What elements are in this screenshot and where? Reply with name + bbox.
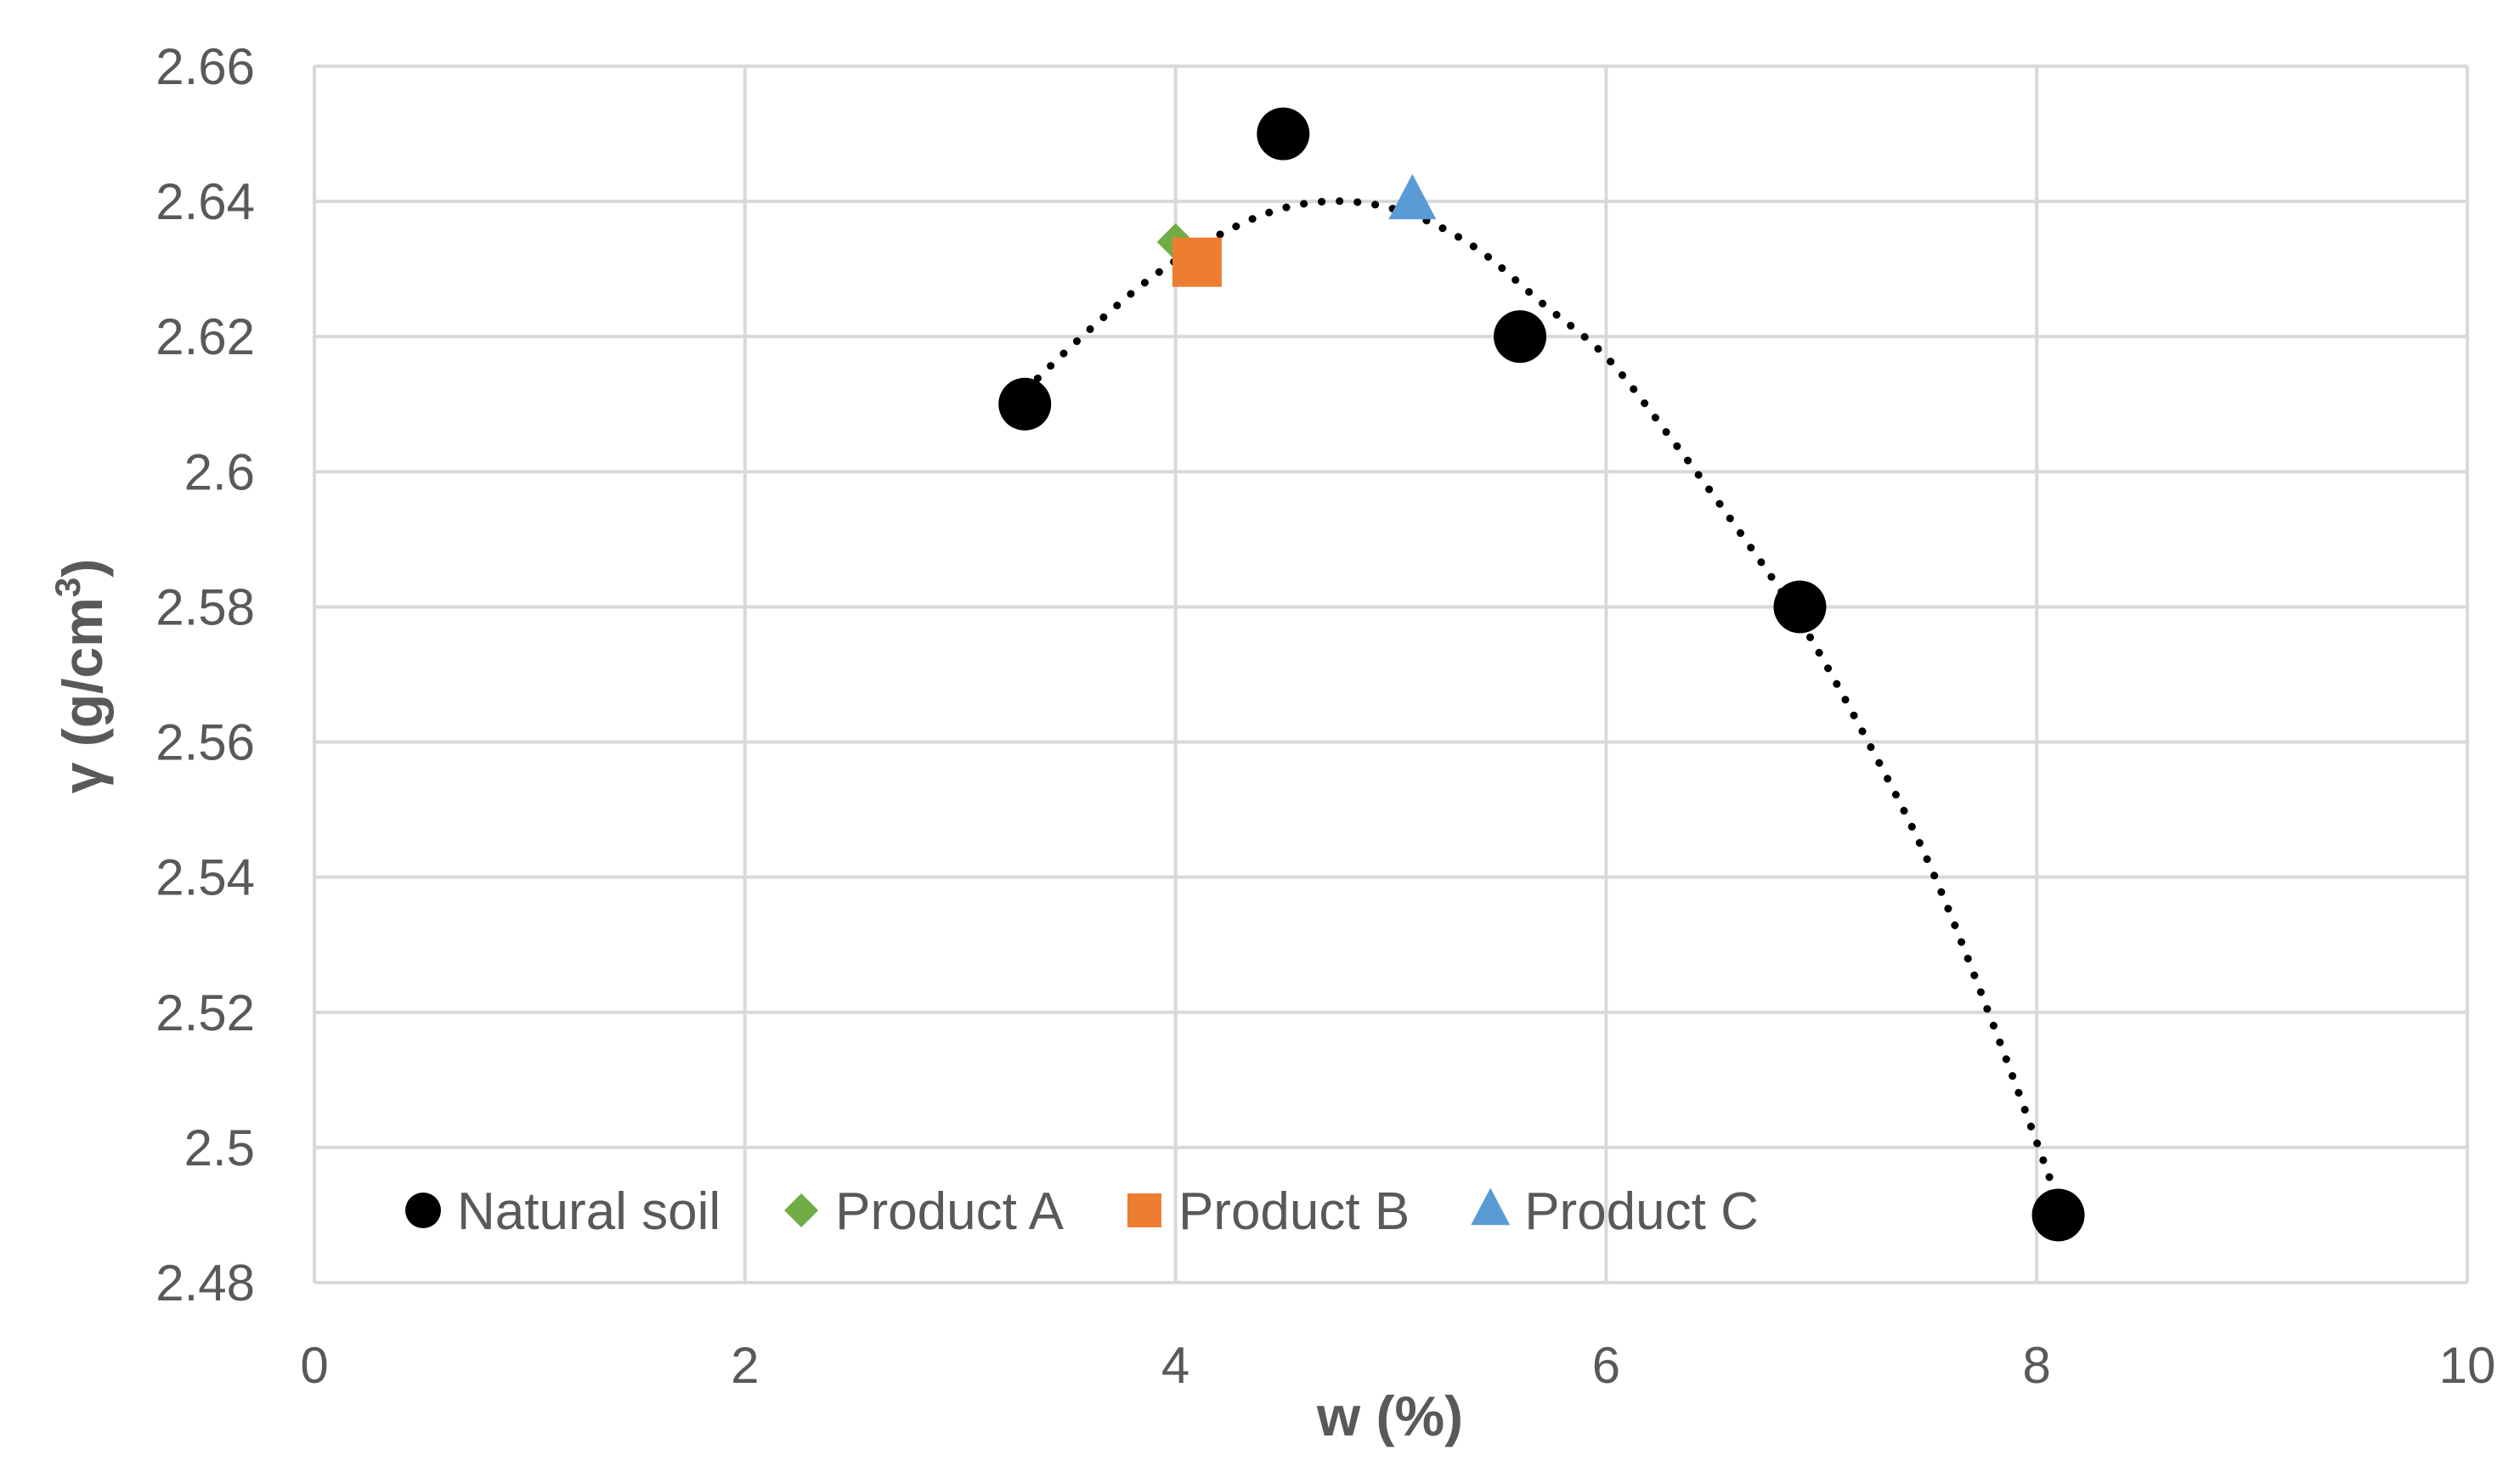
y-tick-label: 2.62 (155, 308, 255, 365)
natural-soil-point (1773, 580, 1827, 634)
y-tick-label: 2.56 (155, 714, 255, 771)
y-axis-title: γ (g/cm3) (48, 559, 114, 793)
x-tick-label: 8 (2023, 1337, 2051, 1394)
y-tick-label: 2.6 (184, 443, 255, 500)
legend-label-product-c: Product C (1524, 1182, 1759, 1241)
y-tick-label: 2.58 (155, 578, 255, 635)
y-tick-label: 2.52 (155, 984, 255, 1041)
x-tick-label: 2 (731, 1337, 759, 1394)
y-tick-label: 2.64 (155, 173, 255, 230)
legend-marker-product-b (1127, 1193, 1161, 1227)
y-axis-tick-labels: 2.48 2.5 2.52 2.54 2.56 2.58 2.6 2.62 2.64 2.66 (155, 38, 255, 1311)
natural-soil-point (1494, 310, 1547, 364)
natural-soil-point (2031, 1188, 2085, 1242)
natural-soil-point (1257, 107, 1310, 161)
y-axis-title-main: γ (g/cm (51, 597, 114, 793)
x-tick-label: 0 (300, 1337, 328, 1394)
legend-marker-natural-soil (405, 1193, 441, 1228)
y-axis-title-close: ) (51, 559, 114, 578)
y-tick-label: 2.66 (155, 38, 255, 95)
data-markers (998, 107, 2085, 1242)
legend: Natural soil Product A Product B Product C (405, 1182, 1759, 1241)
legend-label-natural-soil: Natural soil (457, 1182, 720, 1241)
x-axis-title: w (%) (1316, 1385, 1463, 1447)
legend-label-product-a: Product A (835, 1182, 1064, 1241)
legend-marker-product-c (1471, 1187, 1511, 1226)
x-axis-tick-labels: 0 2 4 6 8 10 (300, 1337, 2495, 1394)
natural-soil-point (998, 377, 1052, 431)
x-tick-label: 4 (1161, 1337, 1189, 1394)
x-tick-label: 6 (1592, 1337, 1620, 1394)
grid-lines (313, 65, 2469, 1284)
product-c-point (1388, 173, 1437, 220)
product-b-point (1172, 237, 1222, 287)
x-tick-label: 10 (2439, 1337, 2496, 1394)
legend-marker-product-a (784, 1193, 819, 1227)
y-tick-label: 2.54 (155, 849, 255, 906)
polynomial-trendline (1020, 197, 2062, 1205)
legend-label-product-b: Product B (1178, 1182, 1410, 1241)
y-axis-title-superscript: 3 (48, 578, 88, 597)
y-tick-label: 2.48 (155, 1255, 255, 1311)
y-tick-label: 2.5 (184, 1120, 255, 1176)
